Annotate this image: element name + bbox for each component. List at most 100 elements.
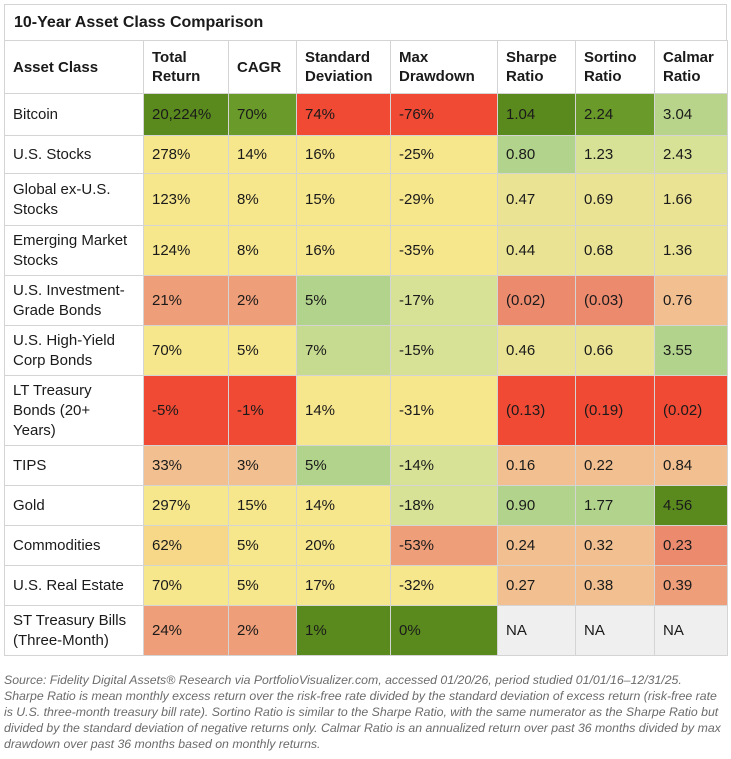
calmar-ratio-cell: 4.56 [654,485,728,526]
header-total-return: Total Return [143,40,229,94]
table-row: ST Treasury Bills (Three-Month) 24% 2% 1% 0%… [4,605,728,656]
calmar-ratio-cell: 0.39 [654,565,728,606]
sortino-ratio-cell: 1.77 [575,485,655,526]
calmar-ratio-cell: 0.76 [654,275,728,326]
standard-deviation-cell: 16% [296,225,391,276]
sortino-ratio-cell: (0.19) [575,375,655,446]
header-standard-deviation: Standard Deviation [296,40,391,94]
sortino-ratio-cell: 0.68 [575,225,655,276]
header-row: Asset Class Total Return CAGR Standard D… [4,40,728,94]
table-title: 10-Year Asset Class Comparison [4,4,727,40]
cagr-cell: 5% [228,525,297,566]
total-return-cell: 278% [143,135,229,174]
total-return-cell: 123% [143,173,229,226]
standard-deviation-cell: 15% [296,173,391,226]
standard-deviation-cell: 14% [296,375,391,446]
asset-class-table: Asset Class Total Return CAGR Standard D… [4,40,728,656]
asset-class-cell: U.S. High-Yield Corp Bonds [4,325,144,376]
header-calmar-ratio: Calmar Ratio [654,40,728,94]
sharpe-ratio-cell: (0.13) [497,375,576,446]
table-row: Commodities 62% 5% 20% -53% 0.24 0.32 0.23 [4,525,728,566]
max-drawdown-cell: -35% [390,225,498,276]
total-return-cell: 124% [143,225,229,276]
header-max-drawdown: Max Drawdown [390,40,498,94]
sharpe-ratio-cell: 0.24 [497,525,576,566]
total-return-cell: 62% [143,525,229,566]
standard-deviation-cell: 1% [296,605,391,656]
standard-deviation-cell: 5% [296,275,391,326]
table-row: Gold 297% 15% 14% -18% 0.90 1.77 4.56 [4,485,728,526]
max-drawdown-cell: -29% [390,173,498,226]
sharpe-ratio-cell: (0.02) [497,275,576,326]
sortino-ratio-cell: 0.66 [575,325,655,376]
sortino-ratio-cell: 0.22 [575,445,655,486]
table-row: U.S. Real Estate 70% 5% 17% -32% 0.27 0.38 0.39 [4,565,728,606]
calmar-ratio-cell: 1.66 [654,173,728,226]
cagr-cell: 8% [228,225,297,276]
comparison-table-container: 10-Year Asset Class Comparison Asset Cla… [4,4,728,656]
max-drawdown-cell: -17% [390,275,498,326]
asset-class-cell: U.S. Investment-Grade Bonds [4,275,144,326]
table-row: Bitcoin 20,224% 70% 74% -76% 1.04 2.24 3.04 [4,93,728,136]
sharpe-ratio-cell: 0.44 [497,225,576,276]
sharpe-ratio-cell: 0.47 [497,173,576,226]
calmar-ratio-cell: 0.23 [654,525,728,566]
max-drawdown-cell: 0% [390,605,498,656]
max-drawdown-cell: -14% [390,445,498,486]
cagr-cell: 2% [228,275,297,326]
asset-class-cell: U.S. Real Estate [4,565,144,606]
total-return-cell: 21% [143,275,229,326]
sharpe-ratio-cell: 0.27 [497,565,576,606]
calmar-ratio-cell: 3.04 [654,93,728,136]
standard-deviation-cell: 20% [296,525,391,566]
max-drawdown-cell: -31% [390,375,498,446]
calmar-ratio-cell: 3.55 [654,325,728,376]
header-sharpe-ratio: Sharpe Ratio [497,40,576,94]
asset-class-cell: Global ex-U.S. Stocks [4,173,144,226]
sharpe-ratio-cell: 0.90 [497,485,576,526]
total-return-cell: 70% [143,565,229,606]
calmar-ratio-cell: NA [654,605,728,656]
total-return-cell: 70% [143,325,229,376]
table-row: U.S. High-Yield Corp Bonds 70% 5% 7% -15% 0.4… [4,325,728,376]
total-return-cell: 20,224% [143,93,229,136]
standard-deviation-cell: 17% [296,565,391,606]
standard-deviation-cell: 5% [296,445,391,486]
max-drawdown-cell: -25% [390,135,498,174]
sortino-ratio-cell: NA [575,605,655,656]
total-return-cell: 33% [143,445,229,486]
sortino-ratio-cell: 0.32 [575,525,655,566]
calmar-ratio-cell: 2.43 [654,135,728,174]
sharpe-ratio-cell: 1.04 [497,93,576,136]
header-sortino-ratio: Sortino Ratio [575,40,655,94]
max-drawdown-cell: -53% [390,525,498,566]
sortino-ratio-cell: 0.69 [575,173,655,226]
max-drawdown-cell: -32% [390,565,498,606]
total-return-cell: 24% [143,605,229,656]
table-row: Emerging Market Stocks 124% 8% 16% -35% 0.44 0… [4,225,728,276]
asset-class-cell: Emerging Market Stocks [4,225,144,276]
calmar-ratio-cell: 1.36 [654,225,728,276]
sortino-ratio-cell: 2.24 [575,93,655,136]
standard-deviation-cell: 74% [296,93,391,136]
cagr-cell: 2% [228,605,297,656]
asset-class-cell: Bitcoin [4,93,144,136]
cagr-cell: 5% [228,325,297,376]
max-drawdown-cell: -76% [390,93,498,136]
calmar-ratio-cell: (0.02) [654,375,728,446]
total-return-cell: -5% [143,375,229,446]
cagr-cell: 15% [228,485,297,526]
cagr-cell: -1% [228,375,297,446]
sharpe-ratio-cell: 0.80 [497,135,576,174]
cagr-cell: 5% [228,565,297,606]
sortino-ratio-cell: 1.23 [575,135,655,174]
source-footnote: Source: Fidelity Digital Assets® Researc… [4,673,721,751]
cagr-cell: 70% [228,93,297,136]
max-drawdown-cell: -18% [390,485,498,526]
total-return-cell: 297% [143,485,229,526]
asset-class-cell: TIPS [4,445,144,486]
asset-class-cell: U.S. Stocks [4,135,144,174]
table-row: Global ex-U.S. Stocks 123% 8% 15% -29% 0.47 0.… [4,173,728,226]
sortino-ratio-cell: (0.03) [575,275,655,326]
header-cagr: CAGR [228,40,297,94]
